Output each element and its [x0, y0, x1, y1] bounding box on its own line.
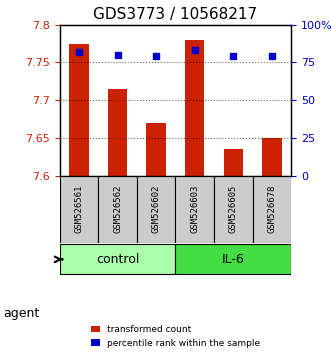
Bar: [108, 89, 127, 176]
Text: GSM526678: GSM526678: [267, 185, 276, 233]
Text: GSM526605: GSM526605: [229, 185, 238, 233]
Text: agent: agent: [3, 307, 40, 320]
Text: GSM526562: GSM526562: [113, 185, 122, 233]
Text: IL-6: IL-6: [222, 253, 245, 266]
Text: GSM526603: GSM526603: [190, 185, 199, 233]
Legend: transformed count, percentile rank within the sample: transformed count, percentile rank withi…: [89, 323, 262, 349]
FancyBboxPatch shape: [137, 176, 175, 242]
FancyBboxPatch shape: [60, 176, 98, 242]
FancyBboxPatch shape: [175, 176, 214, 242]
Bar: [262, 138, 282, 176]
Bar: [146, 123, 166, 176]
Bar: [185, 40, 204, 176]
Text: control: control: [96, 253, 139, 266]
Text: GSM526561: GSM526561: [74, 185, 83, 233]
FancyBboxPatch shape: [60, 244, 175, 274]
Title: GDS3773 / 10568217: GDS3773 / 10568217: [93, 7, 258, 22]
FancyBboxPatch shape: [253, 176, 291, 242]
Bar: [69, 44, 88, 176]
Text: GSM526602: GSM526602: [152, 185, 161, 233]
FancyBboxPatch shape: [214, 176, 253, 242]
FancyBboxPatch shape: [98, 176, 137, 242]
FancyBboxPatch shape: [175, 244, 291, 274]
Bar: [224, 149, 243, 176]
